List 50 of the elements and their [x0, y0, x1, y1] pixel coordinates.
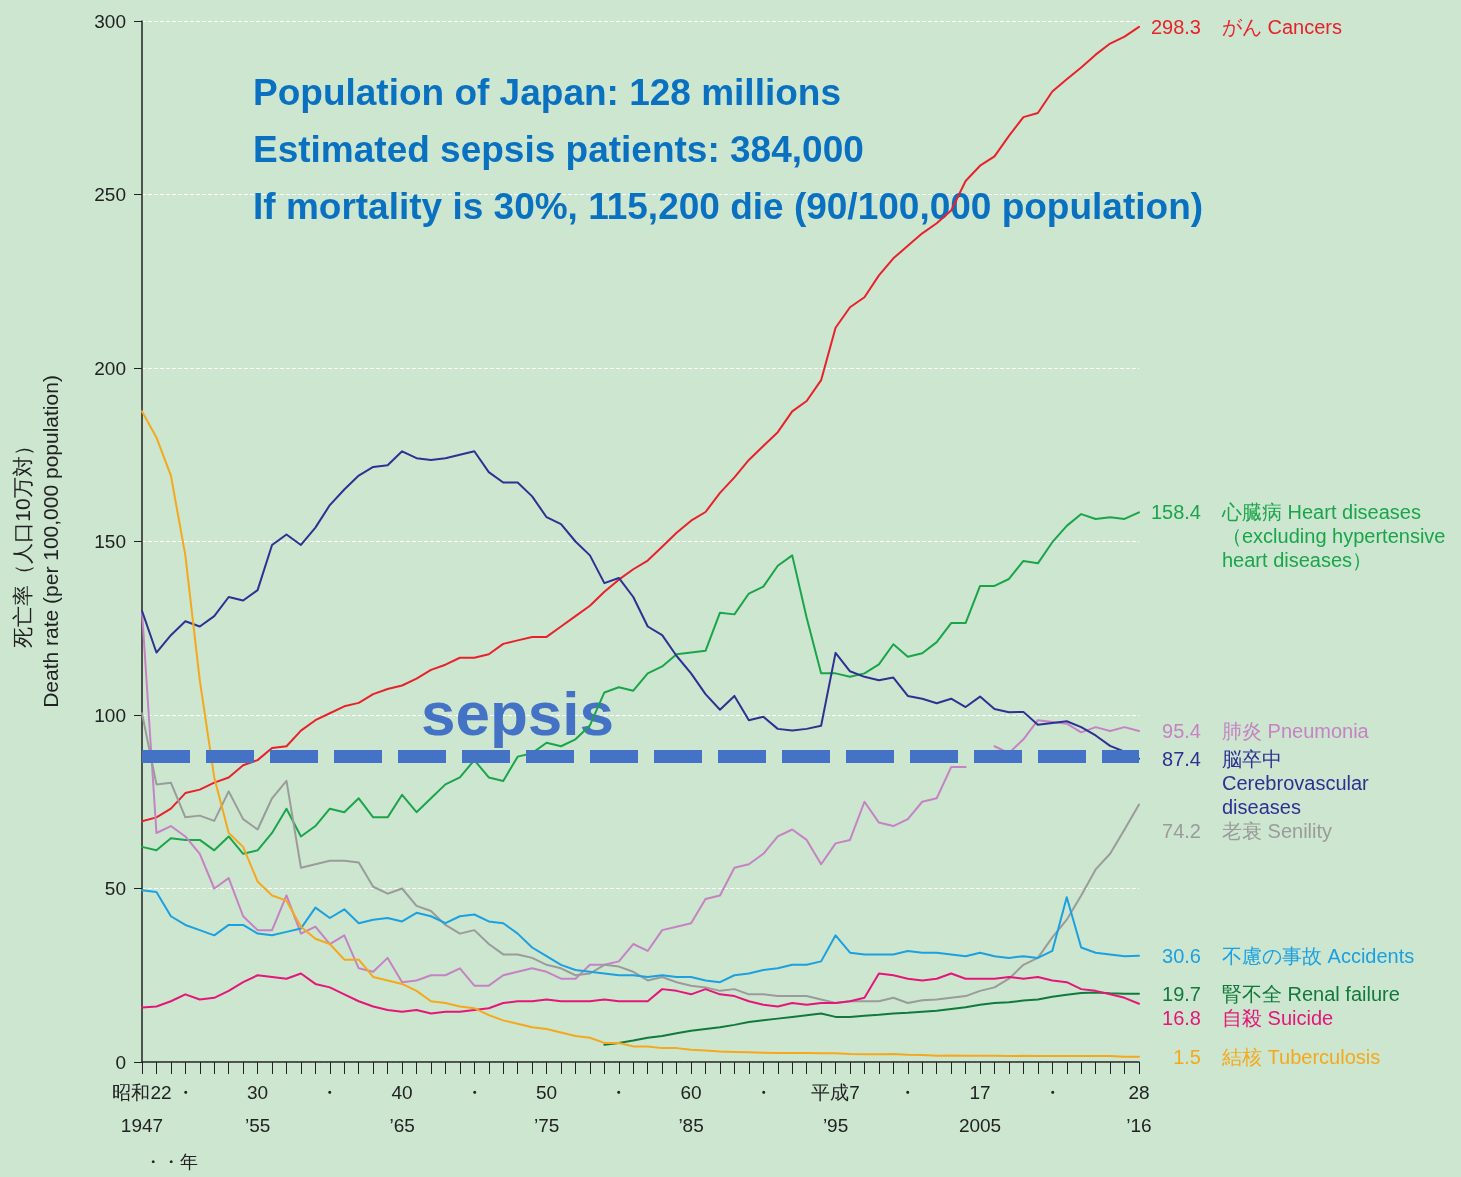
y-tick-label: 0: [115, 1051, 126, 1073]
text: 結核 Tuberculosis: [1221, 1045, 1381, 1068]
x-axis-title: ・・年: [144, 1152, 198, 1172]
annotation: Estimated sepsis patients: 384,000: [253, 129, 864, 170]
text: 心臓病 Heart diseases （excluding hypertensive heart diseases）: [1221, 501, 1446, 572]
line-series: [603, 991, 1140, 1046]
x-tick-label: 30 ’55: [244, 1082, 271, 1136]
text: 老衰 Senility: [1222, 819, 1333, 842]
x-tick-label: ・: [1042, 1082, 1062, 1103]
y-tick-label: 200: [94, 357, 126, 379]
y-tick-label: 100: [94, 704, 126, 726]
y-tick-label: 50: [104, 878, 126, 899]
text: 不慮の事故 Accidents: [1222, 944, 1415, 967]
text: 腎不全 Renal failure: [1222, 982, 1400, 1005]
x-tick-label: ・: [175, 1082, 195, 1103]
x-tick-label: ・: [464, 1082, 484, 1103]
x-tick-label: ・: [753, 1082, 773, 1103]
x-tick-label: 28 ’16: [1126, 1082, 1152, 1136]
text: 肺炎 Pneumonia: [1222, 719, 1370, 742]
x-tick-label: 60 ’85: [678, 1082, 704, 1136]
annotation: 87.4: [1162, 747, 1201, 770]
annotation: 1.5: [1173, 1045, 1201, 1068]
annotation: 95.4: [1162, 719, 1201, 742]
text: がん Cancers: [1222, 15, 1343, 38]
x-tick-label: 17 2005: [958, 1082, 1002, 1136]
y-tick-label: 300: [94, 10, 126, 32]
line-series: [141, 511, 1140, 855]
annotation: Population of Japan: 128 millions: [253, 72, 841, 113]
x-tick-label: 平成7 ’95: [811, 1082, 860, 1136]
line-series: [141, 450, 1140, 760]
x-tick-label: 昭和22 1947: [112, 1082, 172, 1136]
x-tick-label: ・: [898, 1082, 918, 1103]
y-tick-label: 150: [94, 531, 126, 552]
text: 自殺 Suicide: [1222, 1006, 1334, 1029]
annotation: 19.7: [1162, 982, 1201, 1005]
y-tick-label: 250: [94, 184, 126, 205]
annotation: 16.8: [1162, 1006, 1201, 1029]
x-tick-label: ・: [320, 1082, 340, 1103]
line-series: [141, 972, 1140, 1015]
annotation: 298.3: [1150, 15, 1201, 38]
x-tick-label: ・: [609, 1082, 629, 1103]
annotation: 74.2: [1162, 819, 1201, 842]
annotation: 158.4: [1150, 501, 1201, 524]
annotation: 30.6: [1162, 944, 1201, 967]
x-tick-label: 50 ’75: [533, 1082, 560, 1136]
line-series: [141, 889, 1140, 984]
x-tick-label: 40 ’65: [389, 1082, 415, 1136]
y-axis-title: 死亡率（人口10万対） Death rate (per 100,000 population): [10, 375, 62, 708]
line-series: [141, 410, 1140, 1058]
text: 脳卒中 Cerebrovascular diseases: [1222, 747, 1370, 818]
